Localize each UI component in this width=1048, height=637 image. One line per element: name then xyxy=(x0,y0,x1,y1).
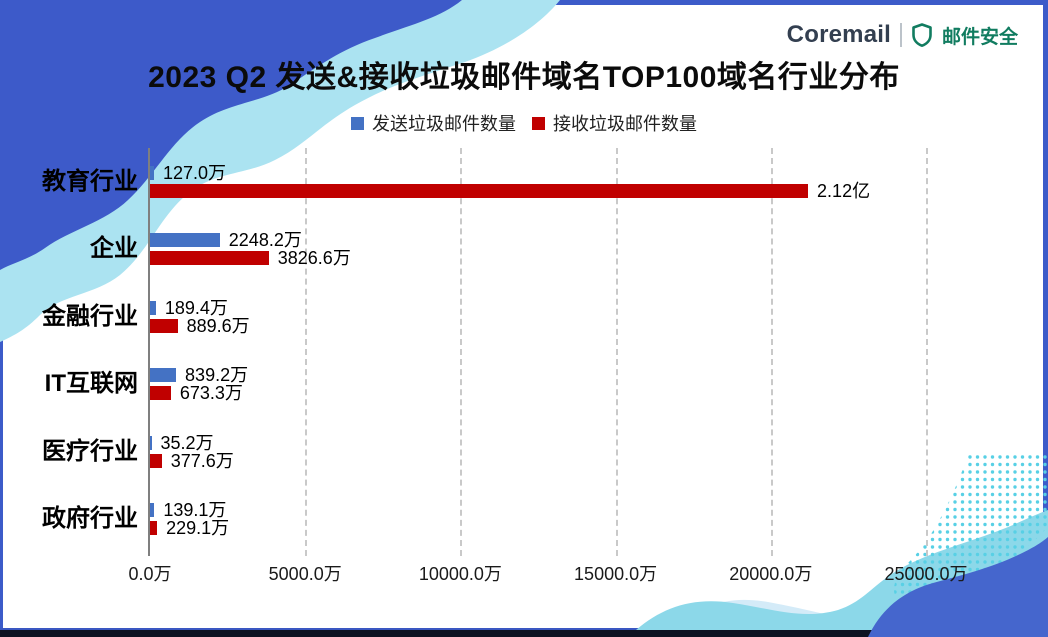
category-label: 医疗行业 xyxy=(42,437,138,465)
footer-accent-line xyxy=(0,627,1048,630)
value-label: 3826.6万 xyxy=(277,248,351,269)
x-axis-label: 0.0万 xyxy=(128,564,172,584)
shield-icon xyxy=(912,23,932,47)
value-label: 35.2万 xyxy=(160,432,214,453)
gridline xyxy=(460,148,463,556)
bar-received xyxy=(150,453,162,468)
coremail-logo: Coremail 邮件安全 xyxy=(787,21,1018,49)
value-label: 377.6万 xyxy=(170,450,234,471)
bar-sent xyxy=(150,233,220,248)
bar-received xyxy=(150,251,269,266)
x-axis-label: 25000.0万 xyxy=(884,564,968,584)
x-axis-label: 20000.0万 xyxy=(729,564,813,584)
x-axis-label: 5000.0万 xyxy=(268,564,342,584)
value-label: 127.0万 xyxy=(162,162,226,183)
gridline xyxy=(926,148,928,556)
category-label: 教育行业 xyxy=(42,167,138,195)
bar-sent xyxy=(150,435,152,450)
value-label: 139.1万 xyxy=(163,500,227,521)
x-axis-label: 15000.0万 xyxy=(574,564,658,584)
gridline xyxy=(770,148,773,556)
bar-received xyxy=(150,386,171,401)
product-name: 邮件安全 xyxy=(941,26,1018,48)
category-label: IT互联网 xyxy=(44,370,138,398)
bar-sent xyxy=(150,368,177,383)
bar-received xyxy=(150,318,178,333)
bar-sent xyxy=(150,503,155,518)
x-axis-label: 10000.0万 xyxy=(418,564,502,584)
value-label: 889.6万 xyxy=(186,315,250,336)
gridline xyxy=(305,148,308,556)
value-label: 839.2万 xyxy=(185,365,249,386)
category-label: 政府行业 xyxy=(42,505,138,533)
value-label: 673.3万 xyxy=(179,383,243,404)
bar-sent xyxy=(150,300,156,315)
category-label: 企业 xyxy=(90,235,138,263)
bar-received xyxy=(150,183,809,198)
logo-divider xyxy=(899,23,902,47)
legend-label: 接收垃圾邮件数量 xyxy=(553,114,697,134)
footer-navy-bar xyxy=(0,630,1048,637)
value-label: 2.12亿 xyxy=(817,180,871,201)
bar-received xyxy=(150,521,158,536)
brand-name: Coremail xyxy=(786,21,891,48)
bar-sent xyxy=(150,165,154,180)
category-label: 金融行业 xyxy=(42,302,138,330)
gridline xyxy=(615,148,618,556)
y-axis-line xyxy=(148,148,150,556)
value-label: 229.1万 xyxy=(166,518,230,539)
slide-right-border xyxy=(1043,0,1048,637)
